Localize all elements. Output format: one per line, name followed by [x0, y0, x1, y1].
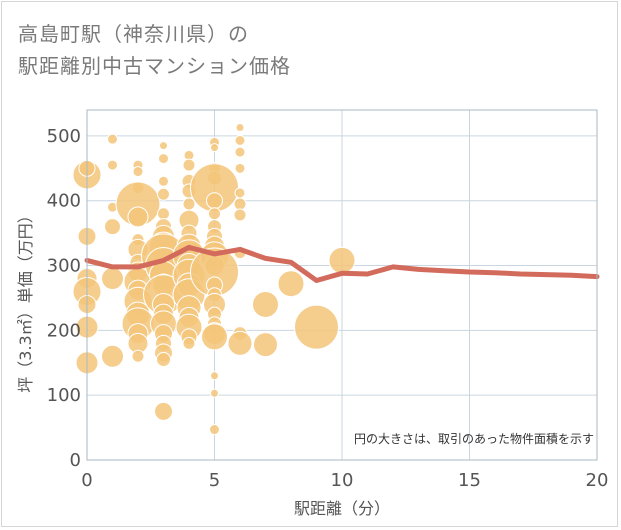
bubble	[104, 218, 121, 236]
x-tick-label: 15	[458, 470, 481, 491]
bubble	[210, 143, 219, 153]
bubble	[252, 290, 279, 318]
bubble	[209, 424, 220, 436]
bubble	[131, 349, 145, 363]
bubble	[158, 153, 169, 165]
trend-line	[84, 244, 600, 283]
y-tick-label: 200	[47, 320, 81, 341]
y-tick-label: 300	[47, 256, 81, 277]
x-tick-label: 0	[81, 470, 92, 491]
bubble	[234, 134, 246, 146]
y-tick-label: 0	[70, 450, 81, 471]
bubble	[234, 146, 246, 158]
bubble	[328, 246, 356, 274]
bubble	[132, 166, 144, 178]
x-axis-label: 駅距離（分）	[294, 499, 390, 518]
bubble	[158, 175, 169, 187]
bubble	[154, 401, 173, 421]
bubble	[157, 187, 170, 201]
bubble	[127, 206, 149, 228]
bubble	[182, 336, 196, 350]
bubble	[233, 208, 247, 222]
bubble	[294, 304, 339, 350]
bubble	[182, 158, 196, 172]
bubble	[107, 159, 118, 171]
bubble	[208, 207, 221, 221]
bubble	[233, 197, 247, 211]
bubble	[234, 162, 246, 174]
bubble	[201, 323, 228, 351]
bubble	[235, 123, 245, 132]
bubble-size-note: 円の大きさは、取引のあった物件面積を示す	[354, 431, 594, 446]
y-axis-ticks: 0 100 200 300 400 500	[47, 126, 81, 471]
x-tick-label: 10	[331, 470, 354, 491]
chart-title: 高島町駅（神奈川県）の 駅距離別中古マンション価格	[18, 18, 291, 82]
bubble-series	[72, 123, 356, 436]
bubble	[210, 371, 219, 381]
plot-border	[86, 109, 598, 461]
bubble	[157, 207, 170, 221]
bubble	[107, 133, 118, 145]
chart-title-line2: 駅距離別中古マンション価格	[18, 54, 291, 78]
bubble	[277, 270, 305, 298]
bubble	[101, 267, 124, 291]
chart-title-line1: 高島町駅（神奈川県）の	[18, 22, 249, 46]
bubble	[156, 352, 171, 368]
bubble	[227, 330, 253, 356]
y-tick-label: 400	[47, 191, 81, 212]
bubble	[253, 332, 278, 358]
x-axis-ticks: 0 5 10 15 20	[81, 470, 608, 491]
y-tick-label: 500	[47, 126, 81, 147]
y-axis-label: 坪（3.3㎡）単価（万円）	[16, 207, 35, 392]
bubble	[234, 187, 246, 199]
bubble	[210, 388, 219, 398]
x-tick-label: 20	[586, 470, 609, 491]
x-tick-label: 5	[209, 470, 220, 491]
bubble	[206, 192, 223, 210]
bubble	[101, 344, 124, 368]
y-tick-label: 100	[47, 385, 81, 406]
bubble	[159, 141, 168, 151]
